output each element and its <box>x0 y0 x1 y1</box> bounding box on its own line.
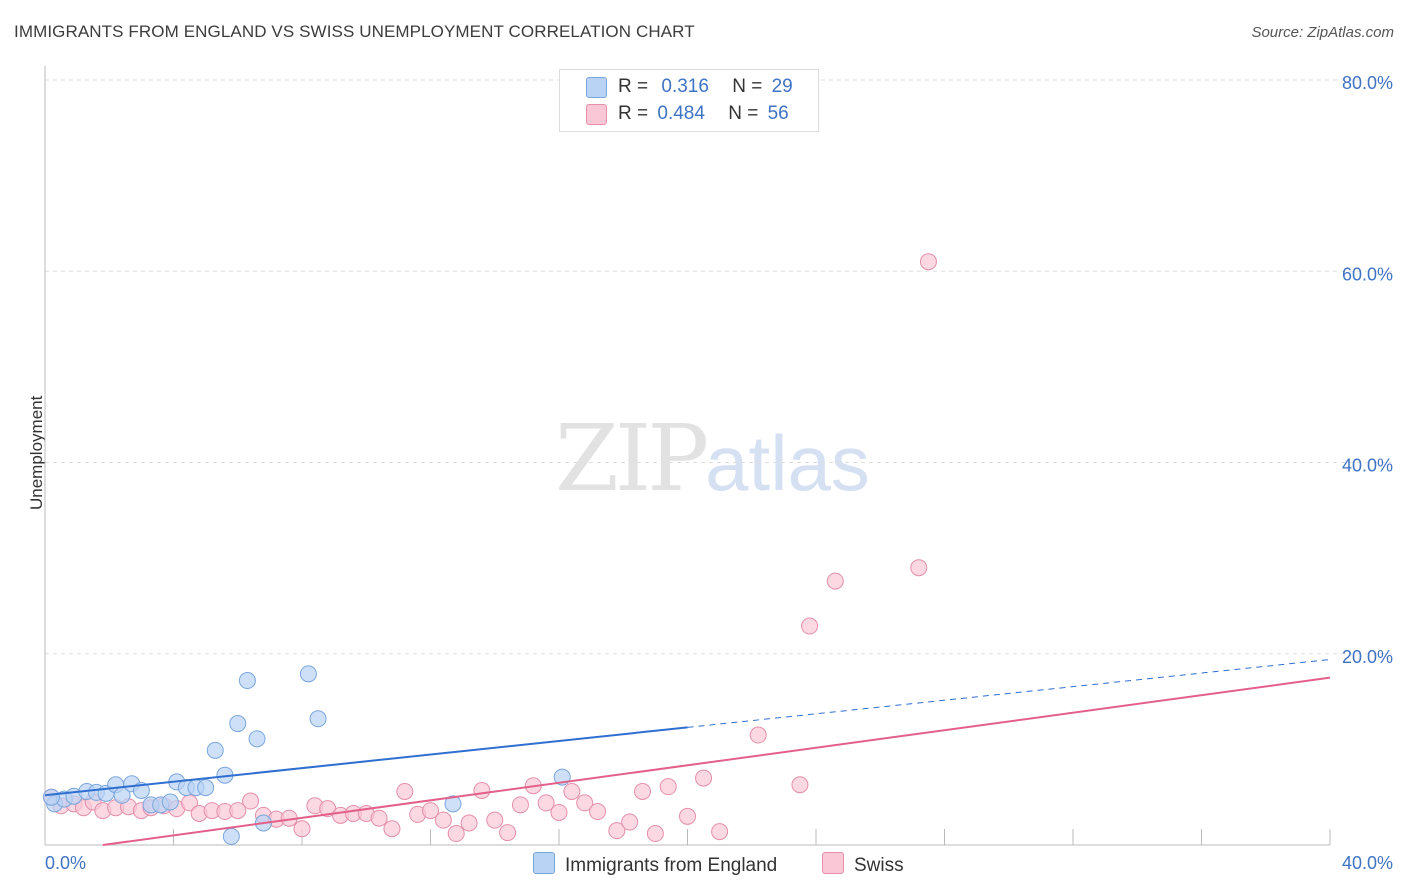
england-swatch <box>586 77 607 98</box>
bottom-legend-swiss: Swiss <box>822 852 904 877</box>
swiss-point-43 <box>576 794 594 812</box>
swiss-point-27 <box>370 809 388 827</box>
y-tick-label-0: 20.0% <box>1342 647 1393 667</box>
england-r-label: R = <box>618 76 649 97</box>
england-trend-line <box>44 726 688 797</box>
england-r-value: 0.316 <box>661 76 709 97</box>
england-point-17 <box>206 741 224 759</box>
swiss-point-37 <box>499 824 517 842</box>
swiss-point-17 <box>242 792 260 810</box>
swiss-point-16 <box>229 802 247 820</box>
england-point-28 <box>42 788 60 806</box>
swiss-swatch <box>586 104 607 125</box>
england-n-label: N = <box>732 76 763 97</box>
swiss-point-48 <box>646 825 664 843</box>
swiss-point-47 <box>634 782 652 800</box>
england-point-16 <box>197 779 215 797</box>
swiss-point-52 <box>711 823 729 841</box>
x-tick-label-1: 40.0% <box>1342 853 1393 873</box>
swiss-point-21 <box>293 820 311 838</box>
swiss-point-40 <box>537 794 555 812</box>
swiss-point-31 <box>422 802 439 820</box>
y-tick-label-3: 80.0% <box>1342 73 1393 93</box>
swiss-trend-line <box>102 676 1331 846</box>
swiss-point-41 <box>550 803 568 821</box>
bottom-legend-england: Immigrants from England <box>533 852 777 877</box>
swiss-r-value: 0.484 <box>657 103 705 124</box>
england-point-24 <box>299 665 317 683</box>
bottom-legend-england-swatch <box>533 852 555 874</box>
england-point-19 <box>222 827 240 845</box>
england-point-12 <box>161 793 179 811</box>
swiss-r-label: R = <box>618 103 649 124</box>
watermark-atlas: atlas <box>705 419 870 507</box>
swiss-point-38 <box>511 796 529 814</box>
watermark: ZIPatlas <box>555 405 870 512</box>
x-tick-label-0: 0.0% <box>45 853 86 873</box>
swiss-point-42 <box>563 782 581 800</box>
chart-title: IMMIGRANTS FROM ENGLAND VS SWISS UNEMPLO… <box>14 22 695 41</box>
swiss-point-51 <box>695 769 713 787</box>
watermark-zip: ZIP <box>555 405 709 512</box>
y-tick-label-2: 60.0% <box>1342 264 1393 284</box>
swiss-n-label: N = <box>728 103 759 124</box>
swiss-point-46 <box>621 813 639 831</box>
swiss-point-56 <box>826 572 844 590</box>
england-point-21 <box>238 672 256 690</box>
england-trend-line-extension <box>687 658 1331 728</box>
england-point-22 <box>248 730 266 748</box>
swiss-point-28 <box>383 820 401 838</box>
swiss-point-34 <box>460 814 478 832</box>
y-tick-label-1: 40.0% <box>1342 456 1393 476</box>
swiss-point-32 <box>434 811 452 829</box>
swiss-point-36 <box>486 811 504 829</box>
swiss-point-35 <box>473 781 491 799</box>
swiss-point-49 <box>659 778 677 796</box>
england-point-25 <box>309 710 327 728</box>
swiss-point-57 <box>910 559 928 577</box>
swiss-point-53 <box>749 726 767 744</box>
swiss-point-33 <box>447 825 465 843</box>
source-label: Source: ZipAtlas.com <box>1251 24 1394 41</box>
swiss-point-58 <box>919 253 937 271</box>
swiss-point-44 <box>589 803 607 821</box>
swiss-point-50 <box>679 807 696 825</box>
bottom-legend-swiss-swatch <box>822 852 844 874</box>
swiss-point-45 <box>608 822 626 840</box>
swiss-point-29 <box>396 782 414 800</box>
stats-legend: R = 0.316 N = 29 R = 0.484 N = 56 <box>559 69 819 132</box>
england-point-26 <box>444 795 462 813</box>
swiss-point-55 <box>801 617 819 635</box>
bottom-legend-england-label: Immigrants from England <box>565 855 778 876</box>
bottom-legend-swiss-label: Swiss <box>854 855 904 876</box>
england-point-20 <box>229 715 247 733</box>
swiss-point-54 <box>791 776 809 794</box>
england-n-value: 29 <box>771 76 793 97</box>
swiss-n-value: 56 <box>767 103 789 124</box>
